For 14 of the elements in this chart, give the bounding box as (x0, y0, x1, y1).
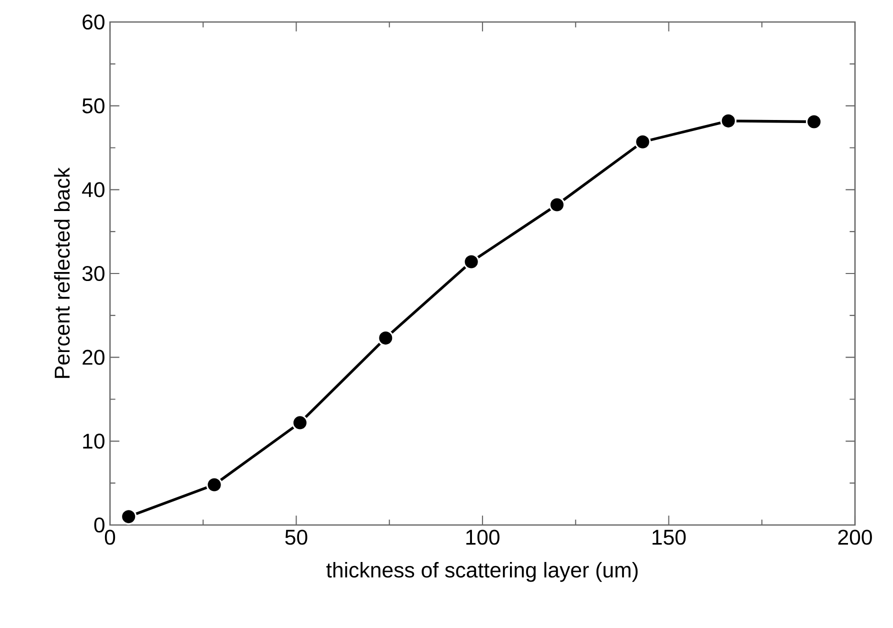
y-tick-label: 50 (82, 98, 104, 114)
x-tick-label: 50 (285, 530, 308, 545)
y-tick-label: 0 (94, 517, 104, 533)
y-tick-label: 60 (82, 14, 104, 30)
x-tick-label: 150 (652, 530, 686, 545)
x-tick-label: 100 (466, 530, 500, 545)
y-tick-label: 10 (83, 434, 104, 449)
y-axis-title: Percent reflected back (54, 167, 70, 378)
y-tick-label: 30 (82, 266, 104, 282)
y-tick-label: 40 (82, 182, 104, 198)
x-tick-label: 0 (104, 530, 116, 545)
x-axis-title: thickness of scattering layer (um) (326, 562, 638, 582)
y-tick-label: 20 (82, 350, 104, 365)
x-tick-label: 200 (838, 530, 872, 545)
